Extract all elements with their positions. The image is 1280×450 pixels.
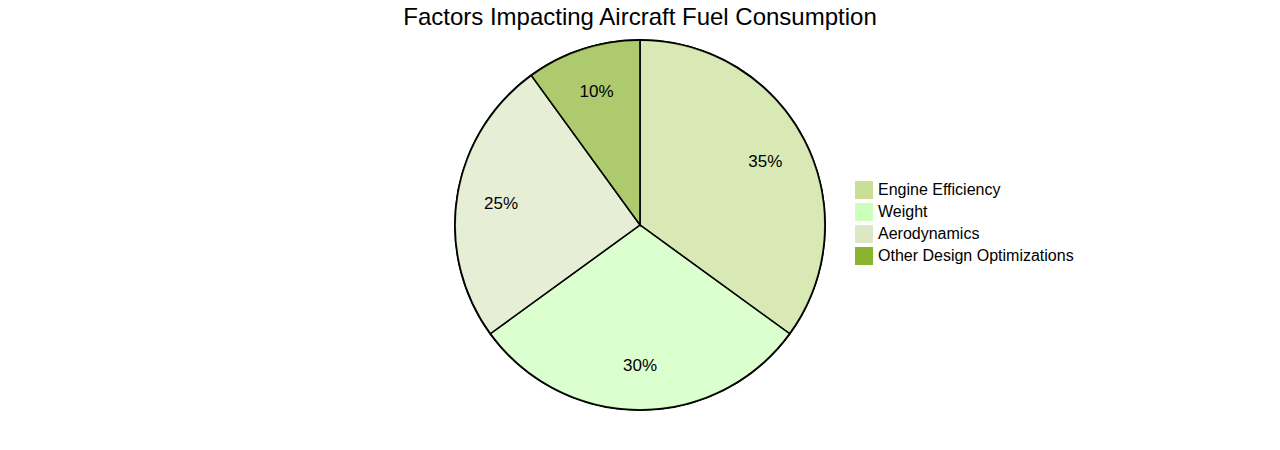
html-text:Weight: Weight	[878, 203, 928, 220]
svg-text:10%: 10%	[580, 82, 614, 101]
svg-text:25%: 25%	[484, 194, 518, 213]
html-text:Engine Efficiency: Engine Efficiency	[878, 181, 1001, 198]
html-text:Aerodynamics: Aerodynamics	[878, 225, 980, 242]
svg-text:30%: 30%	[623, 356, 657, 375]
html-text:Factors Impacting Aircraft Fue: Factors Impacting Aircraft Fuel Consumpt…	[403, 3, 877, 30]
html-text:Other Design Optimizations: Other Design Optimizations	[878, 247, 1074, 264]
svg-text:35%: 35%	[748, 152, 782, 171]
